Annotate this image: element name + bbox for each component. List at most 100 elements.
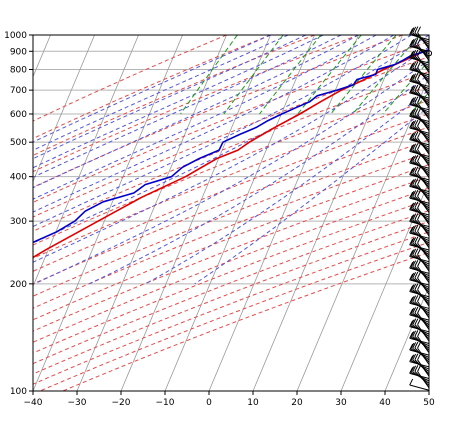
dewpoint-line [33,48,429,244]
wind-barb-flag [409,63,414,70]
y-tick-label-300: 300 [10,217,27,227]
wind-barb-flag [412,260,417,267]
wind-barb-flag [414,26,419,33]
wind-barb-flag [417,236,421,244]
x-tick-label: 50 [423,398,435,408]
dry-adiabat-line [33,187,429,343]
wind-barb-flag [414,189,419,197]
y-tick-label-700: 700 [10,86,27,96]
wind-barb-flag [409,145,414,152]
moist-adiabat-line [145,89,429,285]
wind-barb-flag [412,342,417,349]
wind-barb-flag [414,224,419,232]
wind-barb-flag [409,86,414,94]
wind-barb-flag [412,225,417,232]
dry-adiabat-line [33,176,429,332]
isotherm-line [120,35,271,391]
mixing-ratio-line [430,35,474,114]
wind-barb-flag [412,213,417,221]
wind-barb-flag [410,167,415,175]
isotherm-line [384,285,429,391]
wind-barb-flag [417,341,421,349]
dry-adiabat-lines [33,35,429,391]
isotherm-line [76,35,227,391]
wind-barb-flag [410,27,415,34]
wind-barb-flag [414,166,419,174]
dry-adiabat-line [33,164,429,321]
wind-barb [417,277,430,295]
wind-barb-flag [410,120,415,128]
isotherm-line [33,35,95,183]
dry-adiabat-line [33,113,429,272]
wind-barb-flag [409,191,414,199]
wind-barb-flag [417,108,421,115]
isotherm-lines [0,35,429,391]
wind-barb-flag [412,85,417,92]
wind-barb-flag [417,26,421,33]
x-tick-label: 20 [291,398,303,408]
wind-barb-flag [414,318,419,325]
wind-barb [417,324,430,342]
wind-barb [417,149,430,167]
wind-barb-flag [412,38,417,45]
wind-barb-flag [412,120,417,127]
wind-barb-flag [417,365,421,372]
isotherm-line [340,180,429,391]
wind-barb-flag [412,190,417,197]
mixing-ratio-line [330,35,397,115]
wind-barb-flag [412,50,417,57]
wind-barb-flag [409,110,414,117]
wind-barb [417,114,430,132]
wind-barb-flag [417,248,421,255]
wind-barb-flag [417,84,421,92]
wind-barb-flag [410,39,415,46]
wind-barb-flag [412,353,417,361]
wind-barb-flag [417,131,421,139]
wind-barb-flag [417,353,421,361]
isotherm-line [252,35,403,391]
wind-barb [417,195,430,213]
wind-barb [417,32,430,50]
wind-barb-flag [410,155,415,163]
wind-barb [417,312,430,330]
wind-barb-flag [414,38,419,45]
wind-barb [417,67,430,85]
wind-barb-flag [409,343,414,351]
dry-adiabat-line [33,35,271,140]
dry-adiabat-line [33,210,429,365]
wind-barb-flag [410,307,415,315]
x-tick-label: 10 [247,398,259,408]
wind-barb-flag [414,108,419,115]
y-tick-label-200: 200 [10,280,27,290]
wind-barb-flag [412,365,417,372]
wind-barb [417,347,430,365]
wind-barb-flag [410,354,415,361]
moist-adiabat-line [33,46,429,263]
wind-barb-flag [417,295,421,302]
wind-barb-flag [412,307,417,314]
wind-barb-flag [409,203,414,211]
mixing-ratio-line [352,35,420,115]
moist-adiabat-line [33,35,306,160]
moist-adiabat-line [33,35,324,169]
wind-barb-flag [417,283,421,290]
wind-barb-flag [417,154,421,162]
wind-barb-flag [409,378,414,386]
wind-barb-flag [414,131,419,138]
moist-adiabat-lines [33,35,429,285]
isotherm-line [0,35,7,391]
wind-barb-flag [410,225,415,233]
dry-adiabat-line [33,151,429,309]
y-tick-label-400: 400 [10,173,27,183]
wind-barb-flag [410,272,415,280]
wind-barb-flag [414,119,419,127]
wind-barb-flag [417,73,421,80]
wind-barb [417,172,430,190]
wind-barb [417,219,430,237]
wind-barb-flag [409,320,414,327]
y-tick-label-100: 100 [10,387,27,397]
wind-barb-flag [409,308,414,316]
temperature-line [33,48,429,259]
wind-barb-flag [410,366,415,373]
